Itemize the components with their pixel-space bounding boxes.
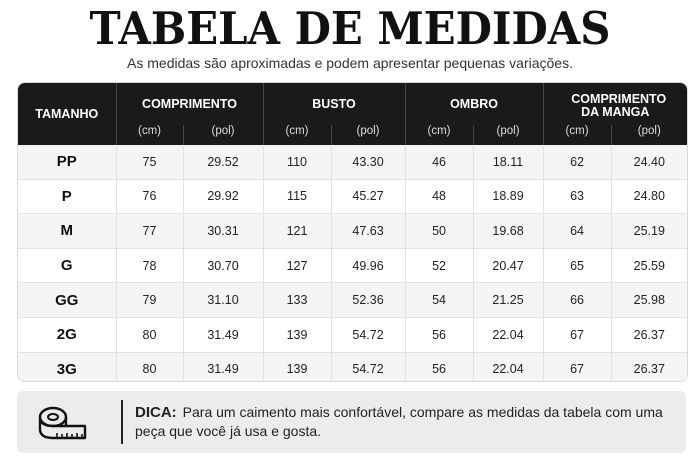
measure-cell: 66	[542, 282, 612, 318]
tip-box: DICA: Para um caimento mais confortável, …	[17, 391, 686, 453]
measure-cell: 110	[262, 145, 332, 180]
size-column-header: TAMANHO	[18, 83, 116, 145]
measure-cell: 19.68	[472, 213, 544, 249]
unit-header: (cm)	[404, 125, 474, 145]
measure-cell: 43.30	[330, 145, 406, 180]
measure-cell: 46	[404, 145, 474, 180]
table-row: PP 75 29.52 110 43.30 46 18.11 62 24.40	[18, 145, 687, 180]
measure-cell: 67	[542, 351, 612, 381]
measure-cell: 52	[404, 247, 474, 283]
measure-cell: 139	[262, 316, 332, 353]
size-cell: 3G	[18, 351, 116, 381]
table-row: G 78 30.70 127 49.96 52 20.47 65 25.59	[18, 247, 687, 283]
measure-cell: 18.11	[472, 145, 544, 180]
size-cell: 2G	[18, 316, 116, 353]
table-row: 2G 80 31.49 139 54.72 56 22.04 67 26.37	[18, 316, 687, 353]
measure-cell: 45.27	[330, 178, 406, 214]
measure-cell: 48	[404, 178, 474, 214]
measure-cell: 22.04	[472, 316, 544, 353]
measure-cell: 26.37	[610, 316, 687, 353]
measure-cell: 31.49	[182, 351, 264, 381]
measure-cell: 29.52	[182, 145, 264, 180]
measure-cell: 67	[542, 316, 612, 353]
measure-cell: 63	[542, 178, 612, 214]
measure-cell: 26.37	[610, 351, 687, 381]
table-row: M 77 30.31 121 47.63 50 19.68 64 25.19	[18, 213, 687, 249]
tip-label: DICA:	[135, 404, 177, 421]
measuring-tape-icon	[37, 403, 89, 443]
size-cell: GG	[18, 282, 116, 318]
size-cell: P	[18, 178, 116, 214]
measure-cell: 20.47	[472, 247, 544, 283]
measure-cell: 31.49	[182, 316, 264, 353]
group-header-manga-label: COMPRIMENTO DA MANGA	[571, 92, 667, 119]
measure-cell: 24.40	[610, 145, 687, 180]
measure-cell: 52.36	[330, 282, 406, 318]
page-subtitle: As medidas são aproximadas e podem apres…	[127, 55, 573, 71]
measure-cell: 78	[115, 247, 183, 283]
group-header-ombro: OMBRO	[404, 83, 544, 125]
unit-header: (cm)	[542, 125, 612, 145]
measure-cell: 64	[542, 213, 612, 249]
measure-cell: 22.04	[472, 351, 544, 381]
measure-cell: 24.80	[610, 178, 687, 214]
measure-cell: 77	[115, 213, 183, 249]
measure-cell: 54	[404, 282, 474, 318]
measure-cell: 75	[115, 145, 183, 180]
measure-cell: 54.72	[330, 316, 406, 353]
size-table: TAMANHO COMPRIMENTO BUSTO OMBRO COMPRIME…	[17, 82, 688, 382]
group-header-busto: BUSTO	[262, 83, 406, 125]
measure-cell: 127	[262, 247, 332, 283]
size-cell: G	[18, 247, 116, 283]
table-body: PP 75 29.52 110 43.30 46 18.11 62 24.40 P 76 29.92 1…	[18, 145, 687, 381]
measure-cell: 115	[262, 178, 332, 214]
unit-header: (pol)	[472, 125, 544, 145]
measure-cell: 25.59	[610, 247, 687, 283]
measure-cell: 25.19	[610, 213, 687, 249]
tip-text: DICA: Para um caimento mais confortável, …	[135, 403, 675, 441]
table-row: GG 79 31.10 133 52.36 54 21.25 66 25.98	[18, 282, 687, 318]
measure-cell: 25.98	[610, 282, 687, 318]
table-row: 3G 80 31.49 139 54.72 56 22.04 67 26.37	[18, 351, 687, 381]
measure-cell: 62	[542, 145, 612, 180]
measure-cell: 133	[262, 282, 332, 318]
measure-cell: 56	[404, 351, 474, 381]
unit-header: (cm)	[115, 125, 183, 145]
measure-cell: 80	[115, 351, 183, 381]
page-title: TABELA DE MEDIDAS	[89, 2, 611, 55]
measure-cell: 65	[542, 247, 612, 283]
unit-header: (cm)	[262, 125, 332, 145]
measure-cell: 21.25	[472, 282, 544, 318]
unit-header: (pol)	[330, 125, 406, 145]
size-cell: PP	[18, 145, 116, 180]
measure-cell: 56	[404, 316, 474, 353]
measure-cell: 50	[404, 213, 474, 249]
table-row: P 76 29.92 115 45.27 48 18.89 63 24.80	[18, 178, 687, 214]
measure-cell: 31.10	[182, 282, 264, 318]
size-cell: M	[18, 213, 116, 249]
measure-cell: 54.72	[330, 351, 406, 381]
measure-cell: 47.63	[330, 213, 406, 249]
measure-cell: 18.89	[472, 178, 544, 214]
unit-header: (pol)	[182, 125, 264, 145]
measure-cell: 79	[115, 282, 183, 318]
measure-cell: 121	[262, 213, 332, 249]
measure-cell: 139	[262, 351, 332, 381]
tip-divider	[121, 400, 123, 444]
measure-cell: 29.92	[182, 178, 264, 214]
measure-cell: 30.70	[182, 247, 264, 283]
group-header-comprimento: COMPRIMENTO	[115, 83, 264, 125]
measure-cell: 76	[115, 178, 183, 214]
tip-body: Para um caimento mais confortável, compa…	[135, 404, 663, 439]
measure-cell: 49.96	[330, 247, 406, 283]
measure-cell: 30.31	[182, 213, 264, 249]
group-header-manga: COMPRIMENTO DA MANGA	[542, 83, 687, 125]
measure-cell: 80	[115, 316, 183, 353]
unit-header: (pol)	[610, 125, 687, 145]
